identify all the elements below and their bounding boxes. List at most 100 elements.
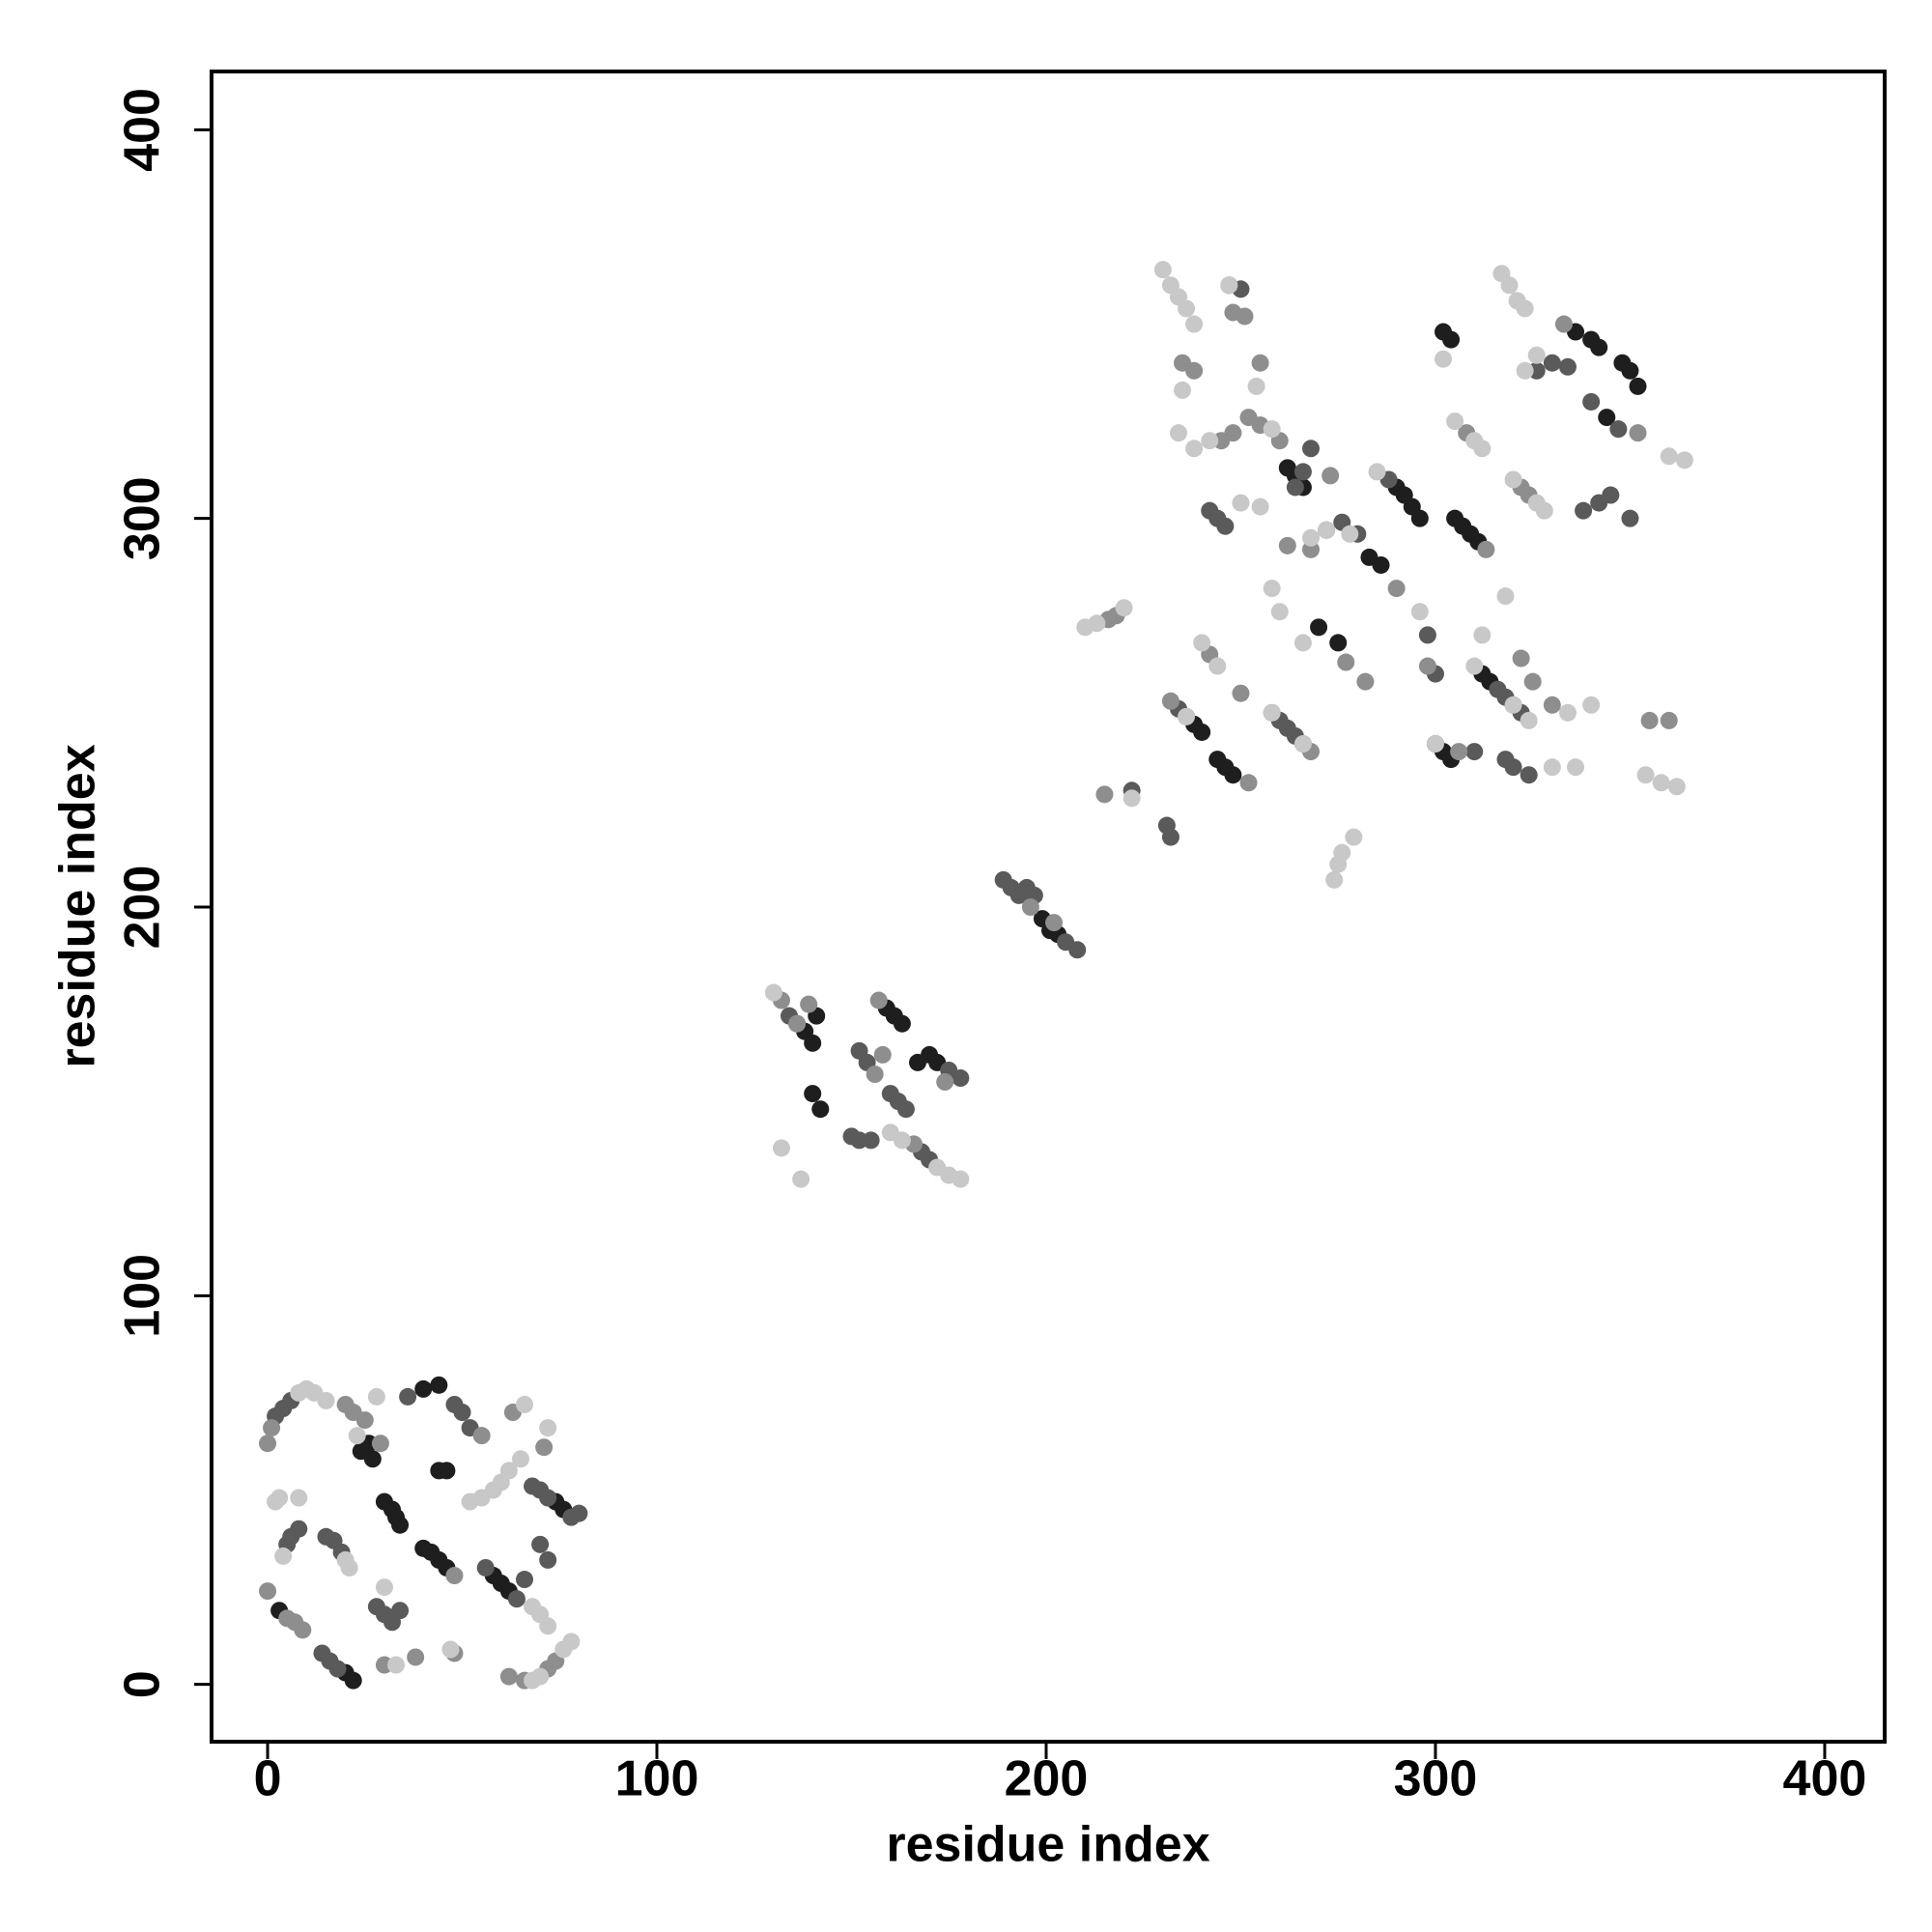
data-point	[873, 1045, 892, 1064]
data-point	[445, 1567, 464, 1585]
data-point	[1504, 470, 1522, 489]
data-point	[1590, 338, 1608, 356]
data-point	[1185, 440, 1204, 458]
plot-frame	[210, 70, 1887, 1744]
data-point	[1224, 424, 1242, 442]
data-point	[539, 1489, 557, 1507]
data-point	[1527, 346, 1546, 364]
x-axis-title: residue index	[886, 1817, 1209, 1873]
data-point	[1520, 711, 1538, 729]
data-point	[1435, 350, 1453, 368]
data-point	[1543, 758, 1561, 777]
data-point	[1567, 758, 1585, 777]
data-point	[1293, 735, 1312, 753]
data-point	[531, 1535, 550, 1553]
data-point	[1174, 381, 1192, 399]
data-point	[1621, 509, 1639, 527]
data-point	[936, 1073, 954, 1092]
data-point	[1153, 261, 1172, 279]
data-point	[472, 1427, 491, 1445]
data-point	[1270, 603, 1289, 621]
data-point	[1516, 299, 1534, 318]
data-point	[391, 1516, 410, 1534]
data-point	[1201, 432, 1219, 450]
data-point	[1115, 599, 1133, 617]
data-point	[1236, 307, 1254, 326]
data-point	[399, 1387, 417, 1406]
x-tick-label: 100	[615, 1751, 699, 1807]
data-point	[453, 1404, 471, 1422]
data-point	[1193, 634, 1211, 652]
data-point	[1523, 672, 1542, 691]
data-point	[274, 1547, 293, 1565]
data-point	[1193, 723, 1211, 741]
y-tick-label: 300	[115, 476, 171, 560]
data-point	[1410, 509, 1429, 527]
y-tick-label: 400	[115, 88, 171, 172]
data-point	[1341, 525, 1359, 543]
data-point	[1446, 412, 1464, 431]
data-point	[363, 1450, 382, 1468]
x-tick-label: 0	[254, 1751, 282, 1807]
data-point	[1512, 649, 1530, 668]
data-point	[515, 1571, 533, 1589]
data-point	[1535, 501, 1553, 520]
data-point	[294, 1621, 312, 1639]
data-point	[1161, 828, 1179, 846]
data-point	[1636, 766, 1655, 784]
data-point	[328, 1660, 347, 1678]
data-point	[1442, 330, 1461, 349]
data-point	[1598, 409, 1616, 427]
data-point	[511, 1450, 529, 1468]
data-point	[893, 1014, 911, 1033]
data-point	[340, 1558, 358, 1577]
data-point	[438, 1462, 456, 1480]
data-point	[1321, 467, 1340, 485]
data-point	[1450, 743, 1468, 761]
y-tick-label: 200	[115, 866, 171, 950]
data-point	[1582, 392, 1601, 411]
data-point	[764, 983, 782, 1002]
y-tick-label: 100	[115, 1254, 171, 1338]
data-point	[1575, 501, 1593, 520]
data-point	[1554, 315, 1573, 333]
data-point	[866, 1065, 884, 1084]
data-point	[1302, 440, 1321, 458]
data-point	[1520, 766, 1538, 784]
data-point	[1232, 494, 1250, 512]
data-point	[1465, 657, 1484, 675]
data-point	[387, 1656, 406, 1674]
data-point	[270, 1489, 289, 1507]
data-point	[1337, 653, 1355, 671]
data-point	[1122, 789, 1141, 808]
data-point	[1220, 276, 1238, 295]
data-point	[1516, 361, 1534, 380]
data-point	[1302, 528, 1321, 547]
data-point	[1021, 898, 1039, 917]
data-point	[1660, 711, 1678, 729]
data-point	[1660, 447, 1678, 466]
y-tick-label: 0	[115, 1670, 171, 1698]
data-point	[1387, 580, 1406, 598]
data-point	[1263, 580, 1281, 598]
data-point	[1496, 587, 1515, 606]
data-point	[862, 1131, 880, 1150]
data-point	[1582, 696, 1601, 714]
data-point	[1543, 696, 1561, 714]
y-axis-title: residue index	[50, 744, 106, 1067]
data-point	[1504, 696, 1522, 714]
data-point	[1161, 692, 1179, 710]
data-point	[531, 1667, 550, 1686]
data-point	[1504, 758, 1522, 777]
data-point	[1095, 785, 1114, 804]
data-point	[1293, 634, 1312, 652]
data-point	[407, 1648, 425, 1666]
data-point	[1208, 657, 1227, 675]
data-point	[1640, 711, 1659, 729]
x-tick-label: 200	[1005, 1751, 1089, 1807]
data-point	[355, 1411, 374, 1430]
data-point	[804, 1085, 822, 1103]
data-point	[499, 1667, 518, 1686]
data-point	[570, 1504, 588, 1522]
data-point	[1232, 684, 1250, 702]
